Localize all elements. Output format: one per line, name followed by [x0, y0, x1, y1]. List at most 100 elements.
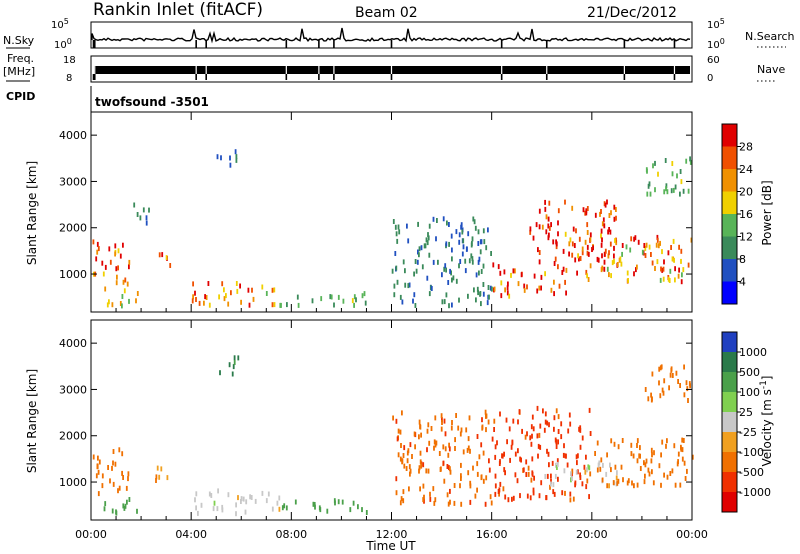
data-cell: [445, 292, 448, 298]
data-cell: [571, 241, 574, 247]
data-cell: [649, 191, 652, 197]
data-cell: [647, 396, 650, 402]
data-cell: [508, 293, 511, 299]
data-cell: [536, 433, 539, 439]
data-cell: [403, 445, 406, 451]
data-cell: [608, 272, 610, 278]
nsearch-label: N.Search: [745, 30, 795, 43]
data-cell: [417, 221, 419, 227]
data-cell: [488, 458, 490, 464]
data-cell: [391, 268, 394, 274]
data-cell: [514, 451, 517, 457]
data-cell: [544, 206, 547, 212]
data-cell: [237, 355, 240, 361]
data-cell: [681, 437, 684, 443]
data-cell: [265, 498, 268, 504]
colorbar-tick-label: 4: [739, 276, 746, 289]
data-cell: [212, 506, 215, 512]
x-tick-label: 20:00: [576, 528, 608, 541]
data-cell: [407, 283, 410, 289]
data-cell: [577, 453, 579, 459]
data-cell: [633, 271, 635, 277]
data-cell: [557, 264, 559, 270]
data-cell: [465, 427, 468, 433]
y-tick-label: 4000: [59, 129, 87, 142]
data-cell: [668, 385, 670, 391]
data-cell: [574, 480, 577, 486]
data-cell: [570, 477, 572, 483]
data-cell: [415, 268, 418, 274]
data-cell: [124, 503, 127, 509]
data-cell: [409, 471, 411, 477]
data-cell: [122, 279, 125, 285]
data-cell: [128, 298, 130, 304]
velocity-colorbar-label: Velocity [m s-1]: [759, 376, 774, 467]
data-cell: [680, 179, 683, 185]
data-cell: [476, 461, 479, 467]
data-cell: [671, 256, 674, 262]
data-cell: [466, 447, 469, 453]
data-cell: [97, 491, 100, 497]
data-cell: [644, 462, 647, 468]
data-cell: [494, 454, 497, 460]
data-cell: [562, 248, 565, 254]
data-cell: [676, 461, 679, 467]
data-cell: [109, 478, 111, 484]
data-cell: [563, 468, 566, 474]
data-cell: [148, 207, 150, 213]
data-cell: [115, 509, 117, 515]
data-cell: [562, 266, 565, 272]
data-cell: [581, 435, 584, 441]
data-cell: [505, 417, 508, 423]
data-cell: [420, 245, 423, 251]
data-cell: [650, 252, 652, 257]
data-cell: [646, 191, 649, 197]
power-ylabel: Slant Range [km]: [25, 161, 39, 265]
colorbar-segment: [722, 452, 737, 473]
data-cell: [539, 423, 542, 429]
data-cell: [330, 294, 333, 300]
data-cell: [453, 483, 456, 488]
data-cell: [458, 232, 461, 238]
data-cell: [575, 454, 578, 460]
data-cell: [457, 425, 460, 431]
data-cell: [101, 260, 104, 266]
data-cell: [124, 277, 127, 283]
data-cell: [501, 453, 504, 459]
data-cell: [576, 460, 578, 466]
data-cell: [680, 279, 683, 285]
data-cell: [578, 236, 581, 242]
data-cell: [517, 281, 520, 287]
data-cell: [494, 473, 497, 479]
data-cell: [579, 444, 582, 450]
data-cell: [455, 278, 458, 284]
data-cell: [476, 286, 479, 292]
data-cell: [458, 297, 460, 303]
data-cell: [408, 464, 411, 470]
data-cell: [676, 173, 678, 179]
data-cell: [395, 231, 398, 237]
data-cell: [540, 285, 542, 291]
data-cell: [527, 471, 530, 477]
data-cell: [572, 226, 575, 232]
data-cell: [114, 243, 117, 249]
data-cell: [677, 273, 680, 279]
data-cell: [634, 235, 637, 241]
data-cell: [320, 296, 323, 302]
data-cell: [610, 438, 613, 444]
data-cell: [633, 483, 635, 489]
data-cell: [663, 472, 665, 478]
data-cell: [504, 470, 506, 476]
data-cell: [450, 425, 453, 431]
data-cell: [406, 223, 408, 229]
data-cell: [617, 478, 620, 484]
data-cell: [467, 436, 470, 442]
data-cell: [563, 443, 565, 449]
colorbar-segment: [722, 124, 737, 147]
data-cell: [442, 444, 445, 450]
data-cell: [467, 445, 470, 451]
data-cell: [529, 226, 532, 232]
data-cell: [427, 468, 430, 474]
data-cell: [200, 502, 203, 508]
data-cell: [155, 474, 158, 480]
